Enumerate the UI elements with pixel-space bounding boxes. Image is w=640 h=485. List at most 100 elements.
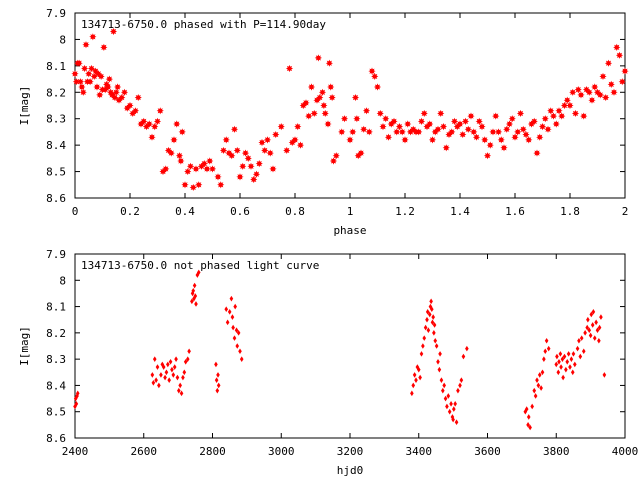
data-point bbox=[214, 361, 218, 368]
data-point bbox=[182, 369, 187, 376]
data-point bbox=[568, 364, 572, 370]
data-point bbox=[447, 408, 452, 415]
data-point bbox=[167, 377, 171, 383]
data-point bbox=[291, 136, 299, 144]
data-point bbox=[523, 408, 528, 415]
data-point bbox=[365, 128, 373, 136]
data-point bbox=[206, 157, 214, 165]
data-point bbox=[96, 91, 104, 99]
data-point bbox=[443, 395, 448, 402]
data-point bbox=[120, 88, 129, 96]
data-point bbox=[492, 112, 500, 120]
data-point bbox=[360, 125, 368, 133]
y-tick-label: 8.3 bbox=[46, 113, 66, 126]
data-point bbox=[170, 366, 174, 373]
data-point bbox=[532, 387, 537, 394]
data-point bbox=[429, 298, 433, 305]
data-point bbox=[294, 123, 302, 131]
data-point bbox=[516, 109, 525, 118]
data-point bbox=[266, 149, 274, 157]
data-point bbox=[325, 59, 333, 67]
plot-title: 134713-6750.0 not phased light curve bbox=[81, 259, 319, 272]
data-point bbox=[580, 112, 588, 120]
data-point bbox=[461, 117, 470, 125]
x-tick-label: 0.6 bbox=[230, 205, 250, 218]
data-point bbox=[395, 123, 404, 131]
y-axis-label: I[mag] bbox=[18, 86, 31, 126]
data-point bbox=[157, 382, 161, 389]
data-point bbox=[247, 162, 255, 170]
data-point bbox=[184, 167, 192, 176]
data-point bbox=[522, 130, 530, 139]
data-point bbox=[536, 133, 544, 141]
data-point bbox=[219, 146, 228, 155]
data-point bbox=[425, 309, 430, 315]
data-point bbox=[398, 128, 406, 136]
data-point bbox=[450, 117, 459, 125]
data-point bbox=[105, 75, 113, 83]
data-point bbox=[195, 181, 203, 189]
data-point bbox=[307, 83, 316, 91]
data-point bbox=[552, 120, 560, 128]
data-point bbox=[404, 120, 412, 128]
data-point bbox=[167, 149, 175, 157]
data-point bbox=[150, 372, 155, 378]
data-point bbox=[599, 314, 603, 320]
data-point bbox=[445, 403, 449, 410]
data-point bbox=[86, 78, 94, 86]
data-point bbox=[87, 64, 96, 73]
data-point bbox=[171, 372, 176, 378]
data-point bbox=[448, 128, 456, 136]
data-point bbox=[283, 146, 291, 155]
data-point bbox=[131, 107, 140, 115]
y-tick-label: 8.4 bbox=[46, 379, 66, 392]
data-point bbox=[588, 332, 593, 339]
data-point bbox=[217, 181, 225, 189]
data-point bbox=[192, 165, 200, 173]
data-point bbox=[155, 364, 160, 370]
data-point bbox=[432, 322, 437, 328]
data-point bbox=[73, 403, 77, 410]
data-point bbox=[571, 109, 580, 118]
x-tick-label: 3800 bbox=[543, 445, 570, 458]
x-tick-label: 2600 bbox=[131, 445, 158, 458]
data-point bbox=[546, 345, 551, 352]
data-point bbox=[305, 112, 313, 120]
data-point bbox=[514, 128, 522, 136]
data-point bbox=[436, 358, 440, 365]
data-point bbox=[160, 361, 165, 368]
data-point bbox=[90, 72, 98, 81]
data-point bbox=[177, 157, 185, 165]
data-point bbox=[318, 88, 327, 96]
data-point bbox=[430, 319, 435, 326]
data-point bbox=[559, 364, 563, 370]
data-point bbox=[159, 372, 163, 378]
data-point bbox=[595, 327, 600, 334]
data-point bbox=[73, 395, 78, 402]
data-point bbox=[597, 324, 602, 331]
x-tick-label: 1 bbox=[347, 205, 354, 218]
data-point bbox=[571, 351, 576, 357]
data-point bbox=[376, 109, 384, 118]
data-point bbox=[586, 316, 590, 323]
y-tick-label: 8.5 bbox=[46, 406, 66, 419]
data-point bbox=[111, 93, 119, 102]
data-point bbox=[153, 117, 162, 125]
data-point bbox=[464, 125, 472, 133]
data-point bbox=[148, 133, 156, 141]
data-point bbox=[183, 358, 188, 365]
x-tick-label: 3400 bbox=[406, 445, 433, 458]
data-point bbox=[526, 422, 530, 428]
data-point bbox=[104, 83, 112, 91]
data-point bbox=[314, 54, 322, 62]
data-point bbox=[599, 72, 607, 81]
data-point bbox=[578, 353, 583, 360]
data-point bbox=[71, 70, 79, 78]
data-point bbox=[168, 358, 173, 365]
data-point bbox=[118, 93, 126, 102]
data-point bbox=[75, 59, 83, 67]
data-point bbox=[316, 93, 324, 102]
data-point bbox=[145, 120, 153, 128]
data-point bbox=[178, 382, 182, 389]
